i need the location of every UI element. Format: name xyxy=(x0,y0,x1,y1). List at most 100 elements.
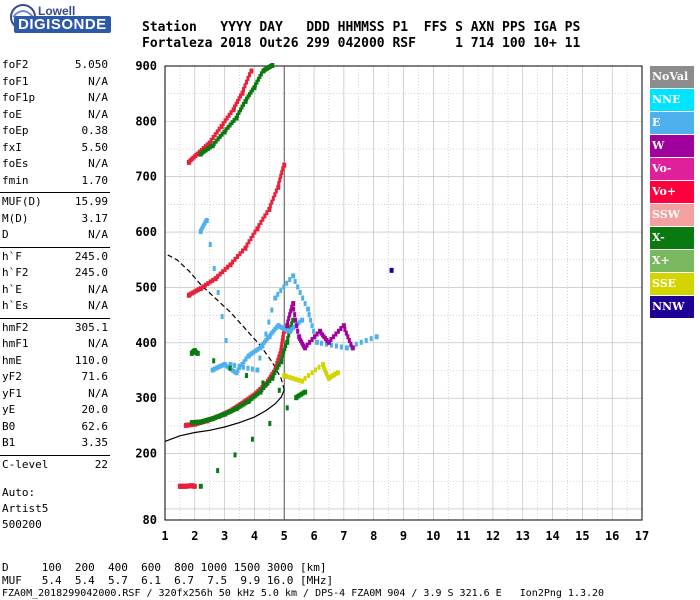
data-point xyxy=(229,110,233,116)
param-row-b0: B0 62.6 xyxy=(2,420,108,436)
data-point xyxy=(259,219,263,225)
param-row-b1: B1 3.35 xyxy=(2,436,108,452)
data-point xyxy=(286,336,290,342)
data-point xyxy=(237,96,241,102)
data-point xyxy=(285,373,289,379)
data-point xyxy=(359,339,363,345)
header-values: Fortaleza 2018 Out26 299 042000 RSF 1 71… xyxy=(142,36,581,51)
data-point xyxy=(273,192,277,198)
param-row-fof2: foF2 5.050 xyxy=(2,58,108,74)
data-point xyxy=(194,288,198,294)
data-point xyxy=(230,367,234,373)
data-point xyxy=(228,262,233,268)
data-point xyxy=(288,277,292,283)
param-name: hmF1 xyxy=(2,337,29,350)
data-point xyxy=(250,395,254,401)
data-point xyxy=(234,115,239,121)
data-point xyxy=(349,341,353,347)
data-point xyxy=(217,126,221,132)
param-row-fxi: fxI 5.50 xyxy=(2,141,108,157)
param-row-foep: foEp 0.38 xyxy=(2,124,108,140)
data-point xyxy=(291,273,296,279)
data-point xyxy=(261,380,265,386)
x-tick-label: 6 xyxy=(310,529,317,543)
data-point xyxy=(216,414,220,420)
data-point xyxy=(288,312,292,318)
data-point xyxy=(256,76,260,82)
data-point xyxy=(279,348,284,354)
data-point xyxy=(240,361,244,367)
data-point xyxy=(227,112,231,118)
data-point xyxy=(237,110,241,116)
data-point xyxy=(195,350,200,356)
data-point xyxy=(350,345,355,351)
data-point xyxy=(256,391,260,397)
param-value: 3.17 xyxy=(81,211,109,225)
data-point xyxy=(216,364,220,370)
data-point xyxy=(261,216,265,222)
data-point xyxy=(282,162,287,168)
data-point xyxy=(270,307,274,313)
data-point xyxy=(280,355,284,361)
param-separator xyxy=(0,454,110,456)
legend-item-nne: NNE xyxy=(650,89,694,111)
param-separator xyxy=(0,246,110,248)
data-point xyxy=(207,140,212,146)
data-point xyxy=(232,117,236,123)
data-point xyxy=(239,107,243,113)
data-point xyxy=(312,328,316,334)
param-value: 245.0 xyxy=(74,266,108,279)
data-point xyxy=(200,419,204,425)
data-point xyxy=(252,85,257,91)
data-point xyxy=(305,342,309,348)
param-row-hf2: h`F2 245.0 xyxy=(2,266,108,282)
data-point xyxy=(279,173,283,179)
param-name: foF1p xyxy=(2,91,36,104)
param-value: N/A xyxy=(88,157,108,170)
data-point xyxy=(253,229,257,235)
data-point xyxy=(281,166,285,172)
data-point xyxy=(216,468,220,474)
data-point xyxy=(255,367,260,373)
data-point xyxy=(344,345,349,351)
param-name: yF2 xyxy=(2,370,22,383)
data-point xyxy=(270,375,275,381)
data-point xyxy=(230,408,234,414)
data-point xyxy=(231,259,235,265)
data-point xyxy=(310,337,314,343)
data-point xyxy=(249,236,253,242)
data-point xyxy=(231,107,236,113)
y-tick-label: 80 xyxy=(143,513,157,527)
data-point xyxy=(306,306,311,312)
data-point xyxy=(205,142,209,148)
data-point xyxy=(208,144,212,150)
param-row-hme: hmE 110.0 xyxy=(2,354,108,370)
data-point xyxy=(263,213,267,219)
data-point xyxy=(224,363,228,369)
data-point xyxy=(291,317,296,323)
x-tick-label: 15 xyxy=(575,529,589,543)
data-point xyxy=(282,349,286,355)
x-tick-label: 17 xyxy=(635,529,649,543)
x-tick-label: 14 xyxy=(545,529,559,543)
file-info-line: FZA0M_2018299042000.RSF / 320fx256h 50 k… xyxy=(2,588,605,599)
data-point xyxy=(208,279,212,285)
x-tick-label: 3 xyxy=(221,529,228,543)
param-row-mufd: MUF(D) 15.99 xyxy=(2,195,108,211)
data-point xyxy=(192,289,196,295)
data-point xyxy=(212,366,216,372)
data-point xyxy=(228,122,232,128)
param-row-yf1: yF1 N/A xyxy=(2,387,108,403)
data-point xyxy=(285,405,289,411)
param-separator xyxy=(0,317,110,319)
param-name: hmE xyxy=(2,353,22,367)
y-tick-label: 400 xyxy=(135,336,157,350)
data-point xyxy=(278,177,282,183)
header-columns: Station YYYY DAY DDD HHMMSS P1 FFS S AXN… xyxy=(142,20,581,35)
data-point xyxy=(243,245,248,251)
param-value: 20.0 xyxy=(81,403,109,416)
data-point xyxy=(216,290,220,295)
param-name: C-level xyxy=(2,457,49,471)
legend-item-noval: NoVal xyxy=(650,66,694,88)
param-name: foF2 xyxy=(2,58,29,71)
